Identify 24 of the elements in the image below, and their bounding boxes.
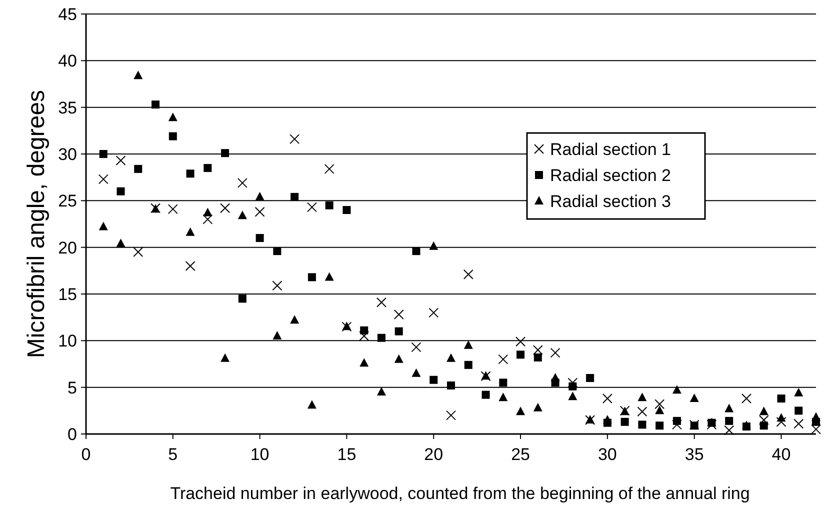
- y-tick-label: 0: [68, 424, 77, 444]
- x-axis-title: Tracheid number in earlywood, counted from the beginning of the annual ring: [170, 484, 750, 503]
- legend-label: Radial section 2: [550, 166, 671, 185]
- y-tick-label: 45: [58, 4, 77, 24]
- x-tick-label: 15: [337, 445, 356, 464]
- y-tick-label: 25: [58, 192, 77, 211]
- y-axis-title: Microfibril angle, degrees: [23, 90, 50, 358]
- legend-label: Radial section 1: [550, 140, 671, 159]
- x-tick-label: 5: [168, 445, 178, 464]
- y-tick-label: 15: [58, 284, 77, 304]
- x-tick-label: 0: [81, 445, 91, 464]
- x-tick-label: 35: [684, 445, 704, 464]
- x-tick-label: 20: [424, 445, 444, 464]
- y-tick-label: 10: [58, 332, 77, 351]
- x-tick-label: 25: [511, 445, 530, 464]
- x-tick-label: 10: [250, 445, 270, 464]
- y-tick-label: 5: [68, 378, 77, 398]
- x-tick-label: 40: [772, 445, 791, 464]
- y-tick-label: 30: [58, 144, 77, 164]
- y-tick-label: 40: [58, 52, 77, 71]
- y-tick-label: 35: [58, 98, 77, 118]
- y-tick-label: 20: [58, 238, 77, 258]
- x-tick-label: 30: [598, 445, 617, 464]
- legend-label: Radial section 3: [550, 192, 671, 211]
